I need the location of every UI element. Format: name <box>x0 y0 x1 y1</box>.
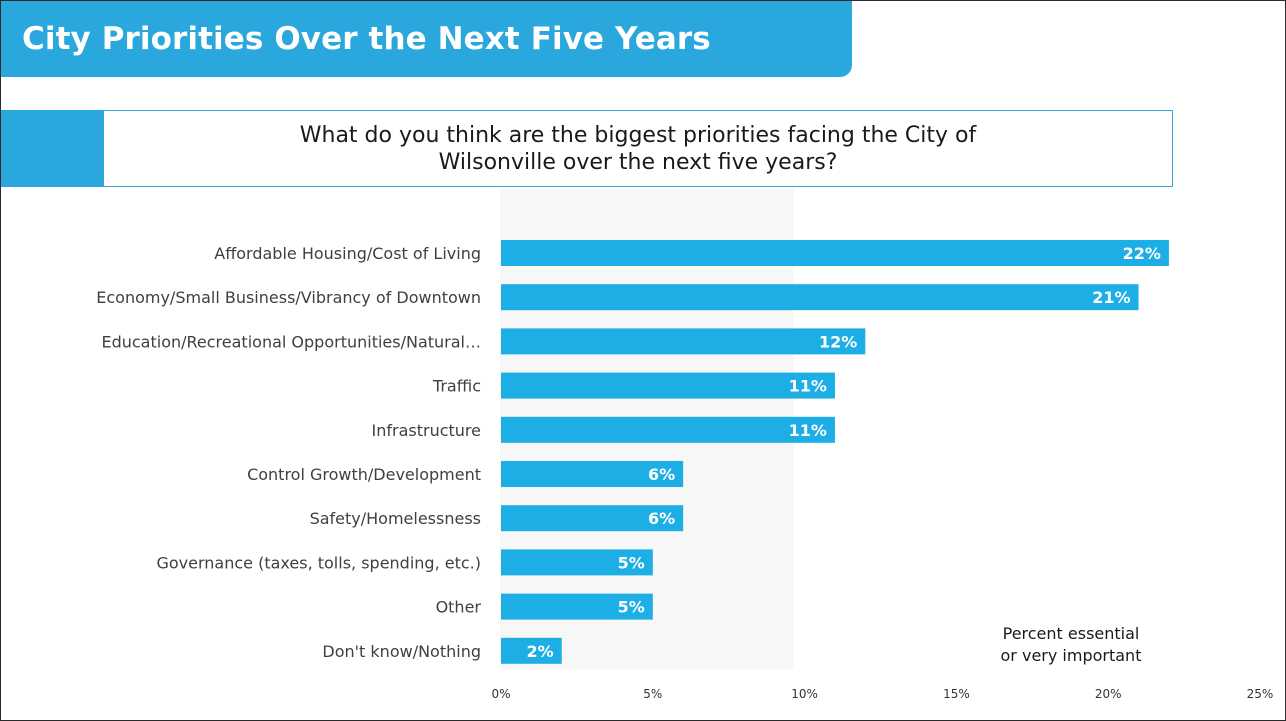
data-label: 6% <box>648 465 675 484</box>
x-tick-label: 10% <box>791 687 818 701</box>
category-label: Infrastructure <box>372 421 481 440</box>
title-banner: City Priorities Over the Next Five Years <box>1 1 852 77</box>
note-line-2: or very important <box>1000 646 1142 665</box>
data-label: 22% <box>1123 244 1161 263</box>
bar <box>501 637 562 664</box>
category-label: Control Growth/Development <box>247 465 481 484</box>
category-label: Education/Recreational Opportunities/Nat… <box>101 332 481 351</box>
category-label: Affordable Housing/Cost of Living <box>214 244 481 263</box>
category-label: Traffic <box>432 377 481 396</box>
x-tick-label: 5% <box>643 687 662 701</box>
bar <box>501 328 866 355</box>
data-label: 6% <box>648 509 675 528</box>
x-tick-label: 20% <box>1095 687 1122 701</box>
bar <box>501 549 653 576</box>
x-tick-label: 25% <box>1247 687 1274 701</box>
category-label: Economy/Small Business/Vibrancy of Downt… <box>96 288 481 307</box>
data-label: 11% <box>789 377 827 396</box>
bar <box>501 372 835 399</box>
category-label: Other <box>436 598 482 617</box>
data-label: 11% <box>789 421 827 440</box>
bar <box>501 240 1169 266</box>
question-text: What do you think are the biggest priori… <box>299 122 977 175</box>
data-label: 12% <box>819 332 857 351</box>
note-line-1: Percent essential <box>1002 624 1140 643</box>
category-label: Don't know/Nothing <box>322 642 481 661</box>
bar <box>501 461 684 487</box>
bar <box>501 505 684 532</box>
page-title: City Priorities Over the Next Five Years <box>22 21 711 57</box>
category-label: Safety/Homelessness <box>310 509 481 528</box>
bar <box>501 284 1139 311</box>
category-label: Governance (taxes, tolls, spending, etc.… <box>156 553 481 572</box>
data-label: 5% <box>618 598 645 617</box>
data-label: 2% <box>527 642 554 661</box>
question-accent-tab <box>1 110 103 187</box>
x-tick-label: 0% <box>491 687 510 701</box>
bar <box>501 416 835 443</box>
question-box: What do you think are the biggest priori… <box>103 110 1173 187</box>
chart-note: Percent essential or very important <box>961 623 1181 667</box>
data-label: 5% <box>618 553 645 572</box>
data-label: 21% <box>1092 288 1130 307</box>
bar <box>501 593 653 620</box>
x-tick-label: 15% <box>943 687 970 701</box>
